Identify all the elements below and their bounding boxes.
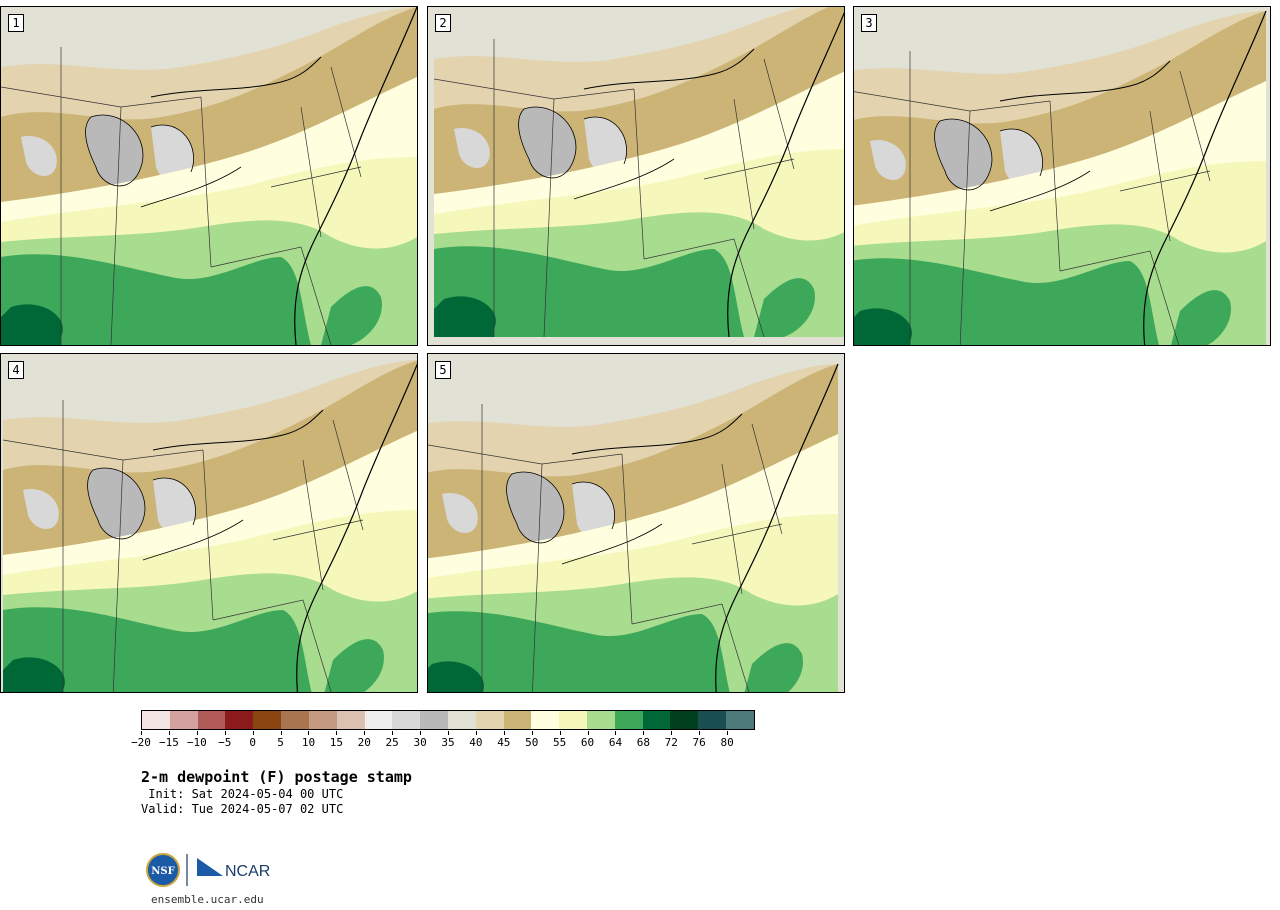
colorbar-tick-label: −10	[186, 736, 207, 749]
nsf-logo-text: NSF	[151, 866, 174, 877]
colorbar-tick	[643, 731, 645, 735]
colorbar-tick-label: 35	[441, 736, 455, 749]
map-panel-2: 2	[427, 6, 845, 346]
colorbar-tick	[224, 731, 226, 735]
init-time: Init: Sat 2024-05-04 00 UTC	[141, 787, 344, 801]
colorbar-tick-label: 72	[664, 736, 678, 749]
colorbar-swatch	[503, 711, 532, 729]
map-panel-4: 4	[0, 353, 418, 693]
colorbar-tick-label: 15	[329, 736, 343, 749]
nsf-ncar-logo: NSF NCAR	[145, 852, 275, 892]
colorbar-tick	[531, 731, 533, 735]
colorbar-tick	[699, 731, 701, 735]
colorbar-tick	[392, 731, 394, 735]
colorbar-tick-label: 80	[720, 736, 734, 749]
colorbar-tick-label: 5	[277, 736, 284, 749]
colorbar-tick-label: 10	[301, 736, 316, 749]
ncar-logo-text: NCAR	[225, 863, 270, 880]
colorbar-tick	[727, 731, 729, 735]
dewpoint-map-2	[433, 7, 844, 338]
panel-number-label: 1	[8, 14, 24, 32]
colorbar-tick	[308, 731, 310, 735]
colorbar-tick	[252, 731, 254, 735]
colorbar-tick-label: 30	[413, 736, 427, 749]
dewpoint-map-5	[428, 363, 839, 692]
logo-graphic: NSF NCAR	[146, 853, 270, 887]
panel-number-label: 5	[435, 361, 451, 379]
colorbar-tick	[587, 731, 589, 735]
colorbar-tick	[448, 731, 449, 735]
colorbar-tick-label: 64	[608, 736, 623, 749]
colorbar-swatch	[420, 711, 448, 729]
dewpoint-map-3	[854, 10, 1267, 345]
chart-title: 2-m dewpoint (F) postage stamp	[141, 768, 412, 786]
colorbar-tick	[420, 731, 422, 735]
colorbar-swatch	[392, 711, 421, 729]
panel-number-label: 4	[8, 361, 24, 379]
panel-number-label: 2	[435, 14, 451, 32]
colorbar-swatch	[587, 711, 615, 729]
colorbar-tick-label: −5	[218, 736, 232, 749]
colorbar-tick-label: −15	[158, 736, 179, 749]
map-panel-1: 1	[0, 6, 418, 346]
map-panel-3: 3	[853, 6, 1271, 346]
colorbar-swatch	[642, 711, 671, 729]
colorbar-swatch	[670, 711, 699, 729]
colorbar-tick-label: 45	[497, 736, 511, 749]
colorbar-swatch	[698, 711, 727, 729]
colorbar-swatch	[308, 711, 337, 729]
colorbar-swatch	[253, 711, 282, 729]
map-panel-5: 5	[427, 353, 845, 693]
colorbar-tick	[196, 731, 198, 735]
colorbar-tick-label: 60	[580, 736, 595, 749]
colorbar-tick	[364, 731, 366, 735]
colorbar-tick	[280, 731, 282, 735]
colorbar-swatch	[197, 711, 226, 729]
colorbar-swatch	[726, 711, 754, 729]
dewpoint-map-1	[1, 7, 417, 345]
colorbar-swatch	[336, 711, 365, 729]
colorbar-swatch	[559, 711, 587, 729]
colorbar-swatch	[447, 711, 476, 729]
colorbar-swatch	[531, 711, 560, 729]
panel-number-label: 3	[861, 14, 877, 32]
colorbar-tick	[168, 731, 170, 735]
colorbar-swatch	[142, 711, 170, 729]
dewpoint-map-4	[2, 359, 417, 692]
colorbar-swatch	[281, 711, 309, 729]
colorbar-tick	[615, 731, 617, 735]
colorbar-tick	[336, 731, 338, 735]
colorbar-swatch	[364, 711, 393, 729]
valid-time: Valid: Tue 2024-05-07 02 UTC	[141, 802, 344, 816]
site-url: ensemble.ucar.edu	[151, 893, 264, 906]
colorbar-swatch	[614, 711, 643, 729]
colorbar-swatch	[475, 711, 504, 729]
colorbar-tick-label: 55	[553, 736, 567, 749]
colorbar	[141, 710, 755, 730]
colorbar-tick-label: 0	[249, 736, 256, 749]
colorbar-tick	[475, 731, 477, 735]
colorbar-tick-label: −20	[131, 736, 151, 749]
colorbar-swatch	[169, 711, 198, 729]
colorbar-tick	[141, 731, 142, 735]
colorbar-tick-label: 25	[385, 736, 399, 749]
colorbar-tick-label: 76	[692, 736, 706, 749]
colorbar-swatch	[225, 711, 254, 729]
colorbar-ticks: −20 −15 −10 −5 0 5 10 15 20 25 30 35 40 45 50 55 60 64 68 7…	[131, 731, 755, 751]
colorbar-tick-label: 50	[525, 736, 539, 749]
colorbar-tick-label: 68	[636, 736, 650, 749]
colorbar-tick-label: 20	[357, 736, 371, 749]
colorbar-tick-label: 40	[469, 736, 483, 749]
colorbar-tick	[559, 731, 561, 735]
colorbar-tick	[503, 731, 505, 735]
colorbar-tick	[671, 731, 673, 735]
